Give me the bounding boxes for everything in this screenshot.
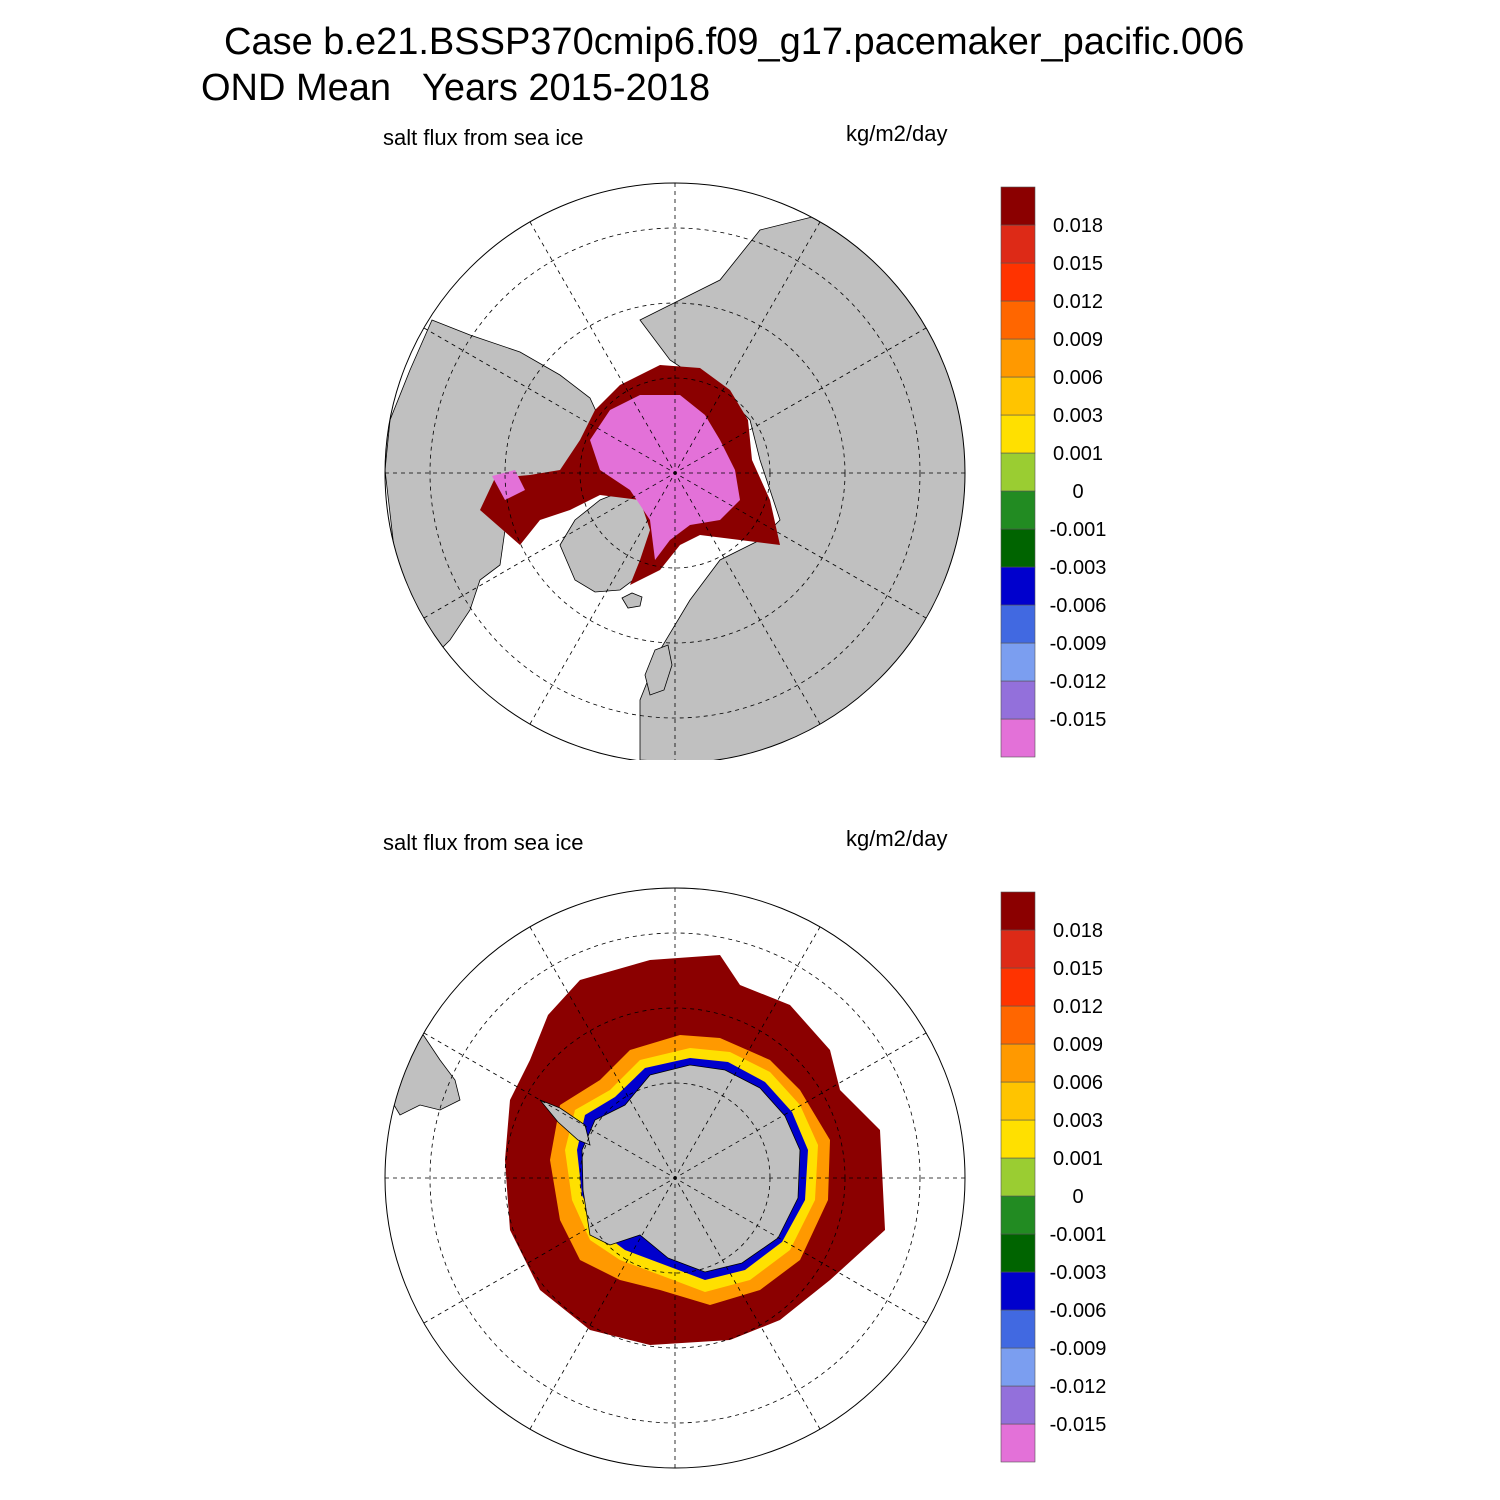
antarctic-colorbar-tick-label: 0.001 — [1053, 1148, 1103, 1170]
arctic-colorbar-swatch — [1000, 528, 1036, 568]
antarctic-colorbar-tick-label: 0.006 — [1053, 1072, 1103, 1094]
antarctic-colorbar-swatch — [1000, 1157, 1036, 1197]
antarctic-colorbar-tick-label: -0.009 — [1050, 1338, 1107, 1360]
antarctic-colorbar-swatch — [1000, 891, 1036, 931]
arctic-colorbar-tick-label: 0.018 — [1053, 215, 1103, 237]
antarctic-colorbar-tick-label: 0.012 — [1053, 996, 1103, 1018]
arctic-polar-map: -0.015 -0.012 -0.009 -0.006 -0.003 -0.001 0 0.0… — [384, 182, 1107, 760]
arctic-colorbar-swatch — [1000, 680, 1036, 720]
arctic-ice-interior-negative — [590, 395, 740, 560]
arctic-colorbar-swatch — [1000, 300, 1036, 340]
antarctic-colorbar-swatch — [1000, 929, 1036, 969]
antarctic-colorbar-tick-label: -0.006 — [1050, 1300, 1107, 1322]
arctic-colorbar-tick-label: 0.006 — [1053, 367, 1103, 389]
arctic-colorbar-tick-label: -0.003 — [1050, 557, 1107, 579]
arctic-colorbar-swatch — [1000, 452, 1036, 492]
antarctic-colorbar-swatch — [1000, 1043, 1036, 1083]
arctic-colorbar-swatch — [1000, 642, 1036, 682]
antarctic-colorbar-swatch — [1000, 1423, 1036, 1463]
figure-title-period: OND Mean Years 2015-2018 — [201, 67, 711, 109]
antarctic-colorbar-swatch — [1000, 1271, 1036, 1311]
arctic-colorbar-tick-label: -0.006 — [1050, 595, 1107, 617]
antarctic-colorbar-tick-label: 0 — [1072, 1186, 1083, 1208]
antarctic-colorbar-swatch — [1000, 1005, 1036, 1045]
arctic-colorbar-tick-label: 0.001 — [1053, 443, 1103, 465]
arctic-colorbar-tick-label: 0.003 — [1053, 405, 1103, 427]
antarctic-colorbar-swatch — [1000, 1195, 1036, 1235]
antarctic-peninsula-land — [539, 1099, 591, 1146]
arctic-colorbar-swatch — [1000, 186, 1036, 226]
arctic-colorbar: -0.015 -0.012 -0.009 -0.006 -0.003 -0.001 0 0.0… — [1000, 186, 1107, 758]
arctic-variable-label: salt flux from sea ice — [383, 125, 584, 150]
arctic-graticule — [385, 183, 965, 760]
arctic-colorbar-swatch — [1000, 490, 1036, 530]
arctic-colorbar-tick-label: 0.015 — [1053, 253, 1103, 275]
antarctic-map-boundary — [384, 887, 966, 1469]
arctic-colorbar-swatch — [1000, 566, 1036, 606]
antarctic-colorbar-swatch — [1000, 1233, 1036, 1273]
antarctic-colorbar-swatch — [1000, 1309, 1036, 1349]
antarctic-colorbar-tick-label: 0.015 — [1053, 958, 1103, 980]
antarctic-colorbar-swatch — [1000, 1119, 1036, 1159]
antarctic-colorbar-tick-label: -0.012 — [1050, 1376, 1107, 1398]
arctic-map-boundary — [384, 182, 966, 760]
antarctic-variable-label: salt flux from sea ice — [383, 830, 584, 855]
hudson-bay-negative — [492, 470, 525, 500]
arctic-colorbar-tick-label: 0 — [1072, 481, 1083, 503]
antarctic-colorbar-swatch — [1000, 967, 1036, 1007]
arctic-colorbar-swatch — [1000, 376, 1036, 416]
antarctic-colorbar-tick-label: 0.018 — [1053, 920, 1103, 942]
arctic-colorbar-tick-label: -0.012 — [1050, 671, 1107, 693]
iceland-land — [621, 592, 643, 609]
arctic-units-label: kg/m2/day — [846, 121, 948, 146]
antarctic-graticule — [385, 888, 965, 1468]
antarctic-colorbar-tick-label: -0.003 — [1050, 1262, 1107, 1284]
arctic-colorbar-swatch — [1000, 224, 1036, 264]
antarctic-colorbar-swatch — [1000, 1347, 1036, 1387]
arctic-colorbar-swatch — [1000, 718, 1036, 758]
arctic-colorbar-swatch — [1000, 262, 1036, 302]
antarctic-colorbar-swatch — [1000, 1081, 1036, 1121]
arctic-colorbar-tick-label: 0.009 — [1053, 329, 1103, 351]
antarctic-colorbar-tick-label: 0.003 — [1053, 1110, 1103, 1132]
antarctic-colorbar-tick-label: -0.001 — [1050, 1224, 1107, 1246]
arctic-colorbar-swatch — [1000, 414, 1036, 454]
arctic-colorbar-tick-label: -0.009 — [1050, 633, 1107, 655]
antarctica-land — [581, 1064, 801, 1273]
uk-land — [644, 644, 673, 696]
arctic-colorbar-swatch — [1000, 604, 1036, 644]
arctic-colorbar-swatch — [1000, 338, 1036, 378]
antarctic-colorbar-tick-label: -0.015 — [1050, 1414, 1107, 1436]
antarctic-colorbar: -0.015 -0.012 -0.009 -0.006 -0.003 -0.001 0 0.0… — [1000, 891, 1107, 1463]
antarctic-colorbar-swatch — [1000, 1385, 1036, 1425]
arctic-colorbar-tick-label: 0.012 — [1053, 291, 1103, 313]
antarctic-polar-map: -0.015 -0.012 -0.009 -0.006 -0.003 -0.001 0 0.0… — [384, 887, 1107, 1469]
antarctic-colorbar-tick-label: 0.009 — [1053, 1034, 1103, 1056]
antarctic-units-label: kg/m2/day — [846, 826, 948, 851]
figure-title-case: Case b.e21.BSSP370cmip6.f09_g17.pacemake… — [224, 21, 1245, 63]
arctic-colorbar-tick-label: -0.015 — [1050, 709, 1107, 731]
arctic-colorbar-tick-label: -0.001 — [1050, 519, 1107, 541]
